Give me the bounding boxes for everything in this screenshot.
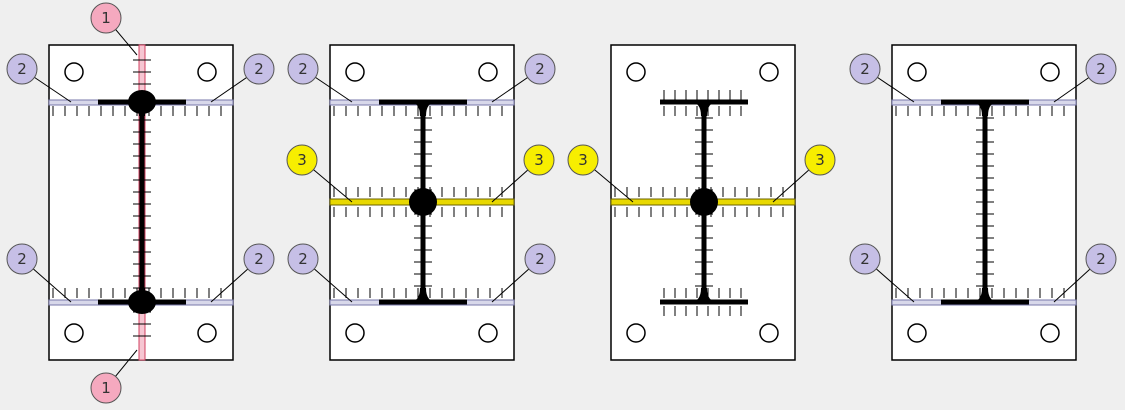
- bolt-hole-icon: [197, 323, 217, 343]
- callout-bubble: [523, 144, 555, 176]
- callout-bubble: [6, 243, 38, 275]
- callout-bubble: [287, 53, 319, 85]
- callout-2: 2: [6, 243, 72, 303]
- fillet: [409, 288, 437, 302]
- callout-3: 3: [491, 144, 555, 203]
- callout-number: 1: [101, 9, 111, 27]
- callout-number: 2: [1096, 250, 1106, 268]
- callout-2: 2: [210, 53, 275, 103]
- callout-2: 2: [287, 243, 353, 303]
- bolt-hole-icon: [478, 323, 498, 343]
- bolt-hole-icon: [64, 323, 84, 343]
- callout-number: 3: [578, 151, 588, 169]
- callout-bubble: [524, 53, 556, 85]
- panel-1: [48, 44, 234, 361]
- callout-2: 2: [6, 53, 72, 103]
- panel-3: [610, 44, 796, 361]
- callout-2: 2: [491, 53, 556, 103]
- callout-number: 2: [17, 60, 27, 78]
- callout-2: 2: [287, 53, 353, 103]
- weld-node: [128, 90, 156, 114]
- callout-3: 3: [567, 144, 634, 203]
- bolt-hole-icon: [759, 323, 779, 343]
- callout-number: 2: [535, 60, 545, 78]
- callout-bubble: [804, 144, 836, 176]
- callout-2: 2: [210, 243, 275, 303]
- panel-4: [891, 44, 1077, 361]
- callout-number: 2: [535, 250, 545, 268]
- bolt-hole-icon: [478, 62, 498, 82]
- callout-number: 2: [298, 60, 308, 78]
- callout-number: 3: [297, 151, 307, 169]
- bolt-hole-icon: [1040, 323, 1060, 343]
- bolt-hole-icon: [626, 323, 646, 343]
- callout-bubble: [286, 144, 318, 176]
- panel-2: [329, 44, 515, 361]
- bolt-hole-icon: [759, 62, 779, 82]
- bolt-hole-icon: [1040, 62, 1060, 82]
- callout-bubble: [1085, 53, 1117, 85]
- callout-2: 2: [849, 53, 915, 103]
- callout-2: 2: [849, 243, 915, 303]
- fillet: [409, 102, 437, 116]
- callout-bubble: [849, 243, 881, 275]
- callout-bubble: [90, 2, 122, 34]
- bolt-hole-icon: [64, 62, 84, 82]
- callout-number: 2: [254, 250, 264, 268]
- callout-number: 2: [860, 250, 870, 268]
- bolt-hole-icon: [907, 62, 927, 82]
- callout-1-top: 1: [90, 2, 138, 56]
- bolt-hole-icon: [345, 323, 365, 343]
- fillet: [690, 102, 718, 116]
- callout-3: 3: [286, 144, 353, 203]
- callout-3: 3: [772, 144, 836, 203]
- callout-number: 3: [534, 151, 544, 169]
- callout-number: 1: [101, 379, 111, 397]
- callout-2: 2: [1053, 53, 1117, 103]
- callout-2: 2: [491, 243, 556, 303]
- callout-bubble: [6, 53, 38, 85]
- fillet: [690, 288, 718, 302]
- callout-number: 2: [254, 60, 264, 78]
- weld-node: [690, 188, 718, 216]
- callout-number: 2: [860, 60, 870, 78]
- callout-number: 2: [1096, 60, 1106, 78]
- callout-bubble: [1085, 243, 1117, 275]
- callout-bubble: [524, 243, 556, 275]
- bolt-hole-icon: [907, 323, 927, 343]
- weld-node: [409, 188, 437, 216]
- bolt-hole-icon: [626, 62, 646, 82]
- callout-bubble: [243, 53, 275, 85]
- callout-bubble: [287, 243, 319, 275]
- callout-2: 2: [1053, 243, 1117, 303]
- callout-number: 2: [298, 250, 308, 268]
- weld-node: [128, 290, 156, 314]
- callout-number: 3: [815, 151, 825, 169]
- callout-1-bottom: 1: [90, 349, 138, 404]
- callout-number: 2: [17, 250, 27, 268]
- fillet: [971, 102, 999, 116]
- fillet: [971, 288, 999, 302]
- bolt-hole-icon: [197, 62, 217, 82]
- callout-bubble: [849, 53, 881, 85]
- callout-bubble: [567, 144, 599, 176]
- callout-bubble: [90, 372, 122, 404]
- bolt-hole-icon: [345, 62, 365, 82]
- callout-bubble: [243, 243, 275, 275]
